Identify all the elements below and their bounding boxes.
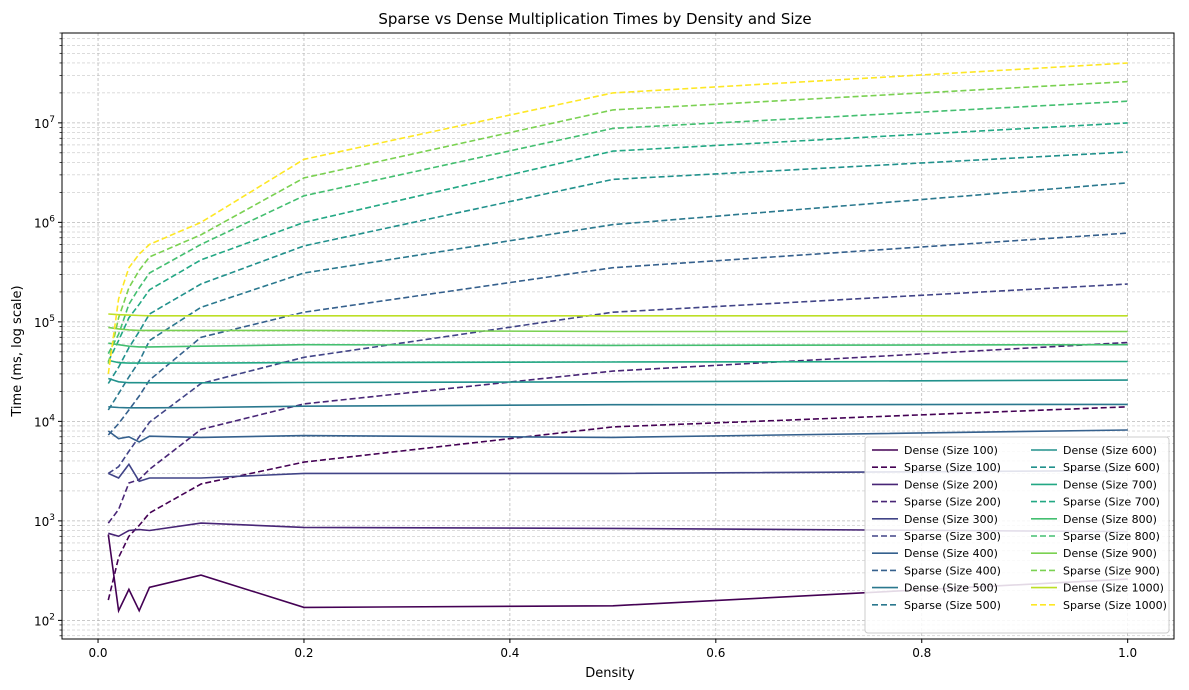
series-line-12 <box>108 359 1128 364</box>
y-axis-ticks: 102 103 104 105 106 107 <box>34 32 62 637</box>
legend-entry: Dense (Size 300) <box>904 513 998 526</box>
series-line-19 <box>107 62 1128 375</box>
legend-entry: Dense (Size 900) <box>1063 547 1157 560</box>
x-axis-ticks: 0.0 0.2 0.4 0.6 0.8 1.0 <box>88 639 1137 660</box>
series-line-11 <box>107 151 1128 384</box>
legend-entry: Sparse (Size 600) <box>1063 461 1160 474</box>
series-line-15 <box>107 100 1128 354</box>
series-line-13 <box>107 122 1128 362</box>
legend-entry: Dense (Size 500) <box>904 582 998 595</box>
series-line-18 <box>108 313 1128 317</box>
legend-entry: Dense (Size 700) <box>1063 478 1157 491</box>
legend-entry: Sparse (Size 800) <box>1063 530 1160 543</box>
y-tick-label: 102 <box>34 612 55 628</box>
legend-entry: Sparse (Size 1000) <box>1063 599 1167 612</box>
series-line-1 <box>107 406 1128 601</box>
x-axis-label: Density <box>585 666 635 681</box>
y-tick-label: 107 <box>34 115 55 131</box>
series-line-14 <box>108 342 1128 348</box>
legend-entry: Sparse (Size 100) <box>904 461 1001 474</box>
legend-entry: Dense (Size 1000) <box>1063 582 1164 595</box>
legend-entry: Dense (Size 100) <box>904 444 998 457</box>
series-line-17 <box>107 80 1128 364</box>
series-line-2 <box>108 522 1128 538</box>
x-tick-label: 0.8 <box>912 646 931 660</box>
y-tick-label: 106 <box>34 214 55 230</box>
series-line-9 <box>107 182 1128 411</box>
series-line-7 <box>107 232 1128 436</box>
legend-entry: Sparse (Size 300) <box>904 530 1001 543</box>
x-tick-label: 0.6 <box>706 646 725 660</box>
legend-box <box>864 436 1170 634</box>
y-axis-label: Time (ms, log scale) <box>10 285 25 417</box>
series-lines <box>107 62 1128 614</box>
series-line-16 <box>108 326 1128 333</box>
plot-frame <box>61 32 1175 640</box>
chart-title: Sparse vs Dense Multiplication Times by … <box>378 10 811 28</box>
series-line-10 <box>108 377 1128 384</box>
y-tick-label: 104 <box>34 413 55 429</box>
legend-entry: Dense (Size 800) <box>1063 513 1157 526</box>
series-line-0 <box>107 534 1128 614</box>
x-tick-label: 1.0 <box>1118 646 1137 660</box>
legend-entry: Sparse (Size 500) <box>904 599 1001 612</box>
y-tick-label: 103 <box>34 513 55 529</box>
series-line-8 <box>108 403 1128 409</box>
series-line-4 <box>107 462 1128 483</box>
legend-entry: Sparse (Size 200) <box>904 496 1001 509</box>
x-tick-label: 0.2 <box>294 646 313 660</box>
legend-entry: Dense (Size 400) <box>904 547 998 560</box>
legend-entry: Sparse (Size 900) <box>1063 564 1160 577</box>
series-line-6 <box>107 429 1128 443</box>
legend-entry: Dense (Size 200) <box>904 478 998 491</box>
legend-entry: Sparse (Size 400) <box>904 564 1001 577</box>
series-line-5 <box>107 283 1128 475</box>
legend: Dense (Size 100) Sparse (Size 100) Dense (… <box>864 436 1170 634</box>
legend-entry: Sparse (Size 700) <box>1063 496 1160 509</box>
legend-entry: Dense (Size 600) <box>1063 444 1157 457</box>
x-tick-label: 0.4 <box>500 646 519 660</box>
x-tick-label: 0.0 <box>88 646 107 660</box>
y-tick-label: 105 <box>34 314 55 330</box>
